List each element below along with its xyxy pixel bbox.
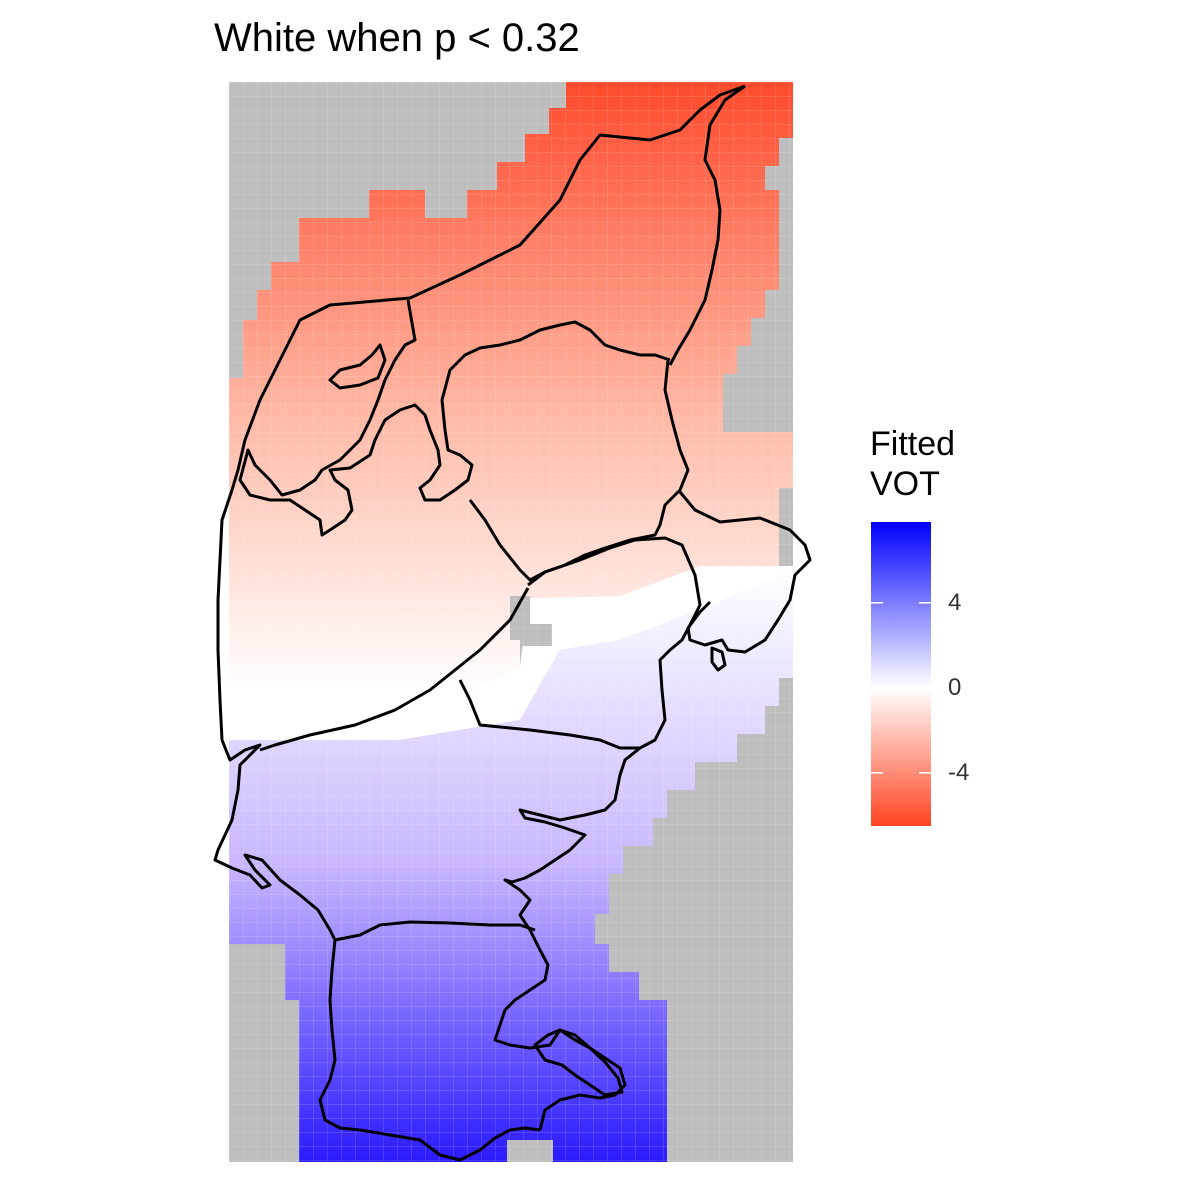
region-outline-central-east [458,536,702,750]
region-outline-south-divider [334,920,536,942]
region-outline-north-islands [328,343,387,390]
colorbar-tick-label: 0 [948,673,962,701]
colorbar-tick-label: 4 [948,588,962,616]
region-outline-central-north [468,359,690,582]
region-outline-north [230,84,746,491]
region-outline-east-peninsula [678,491,812,654]
plot-title: White when p < 0.32 [214,16,580,60]
legend-title-line1: Fitted [870,425,956,463]
region-outline-north-east-coast [668,84,746,366]
region-outline-south-west [318,939,541,1162]
tile-grid [229,82,793,1162]
colorbar-ticks [871,602,931,774]
region-outline-west-coast [213,489,337,941]
legend-title-line2: VOT [870,465,940,503]
region-outline-south-coast [493,746,641,1131]
region-outline-south-island [533,1028,624,1097]
colorbar [871,522,931,826]
colorbar-tick-label: -4 [948,758,970,786]
region-outline-north-inner [238,299,671,537]
legend-title: Fitted VOT [870,424,955,504]
colorbar-fill [871,522,931,826]
region-outline-central-divider [259,587,530,752]
region-outlines [213,84,812,1162]
region-outline-east-islet [710,646,727,672]
